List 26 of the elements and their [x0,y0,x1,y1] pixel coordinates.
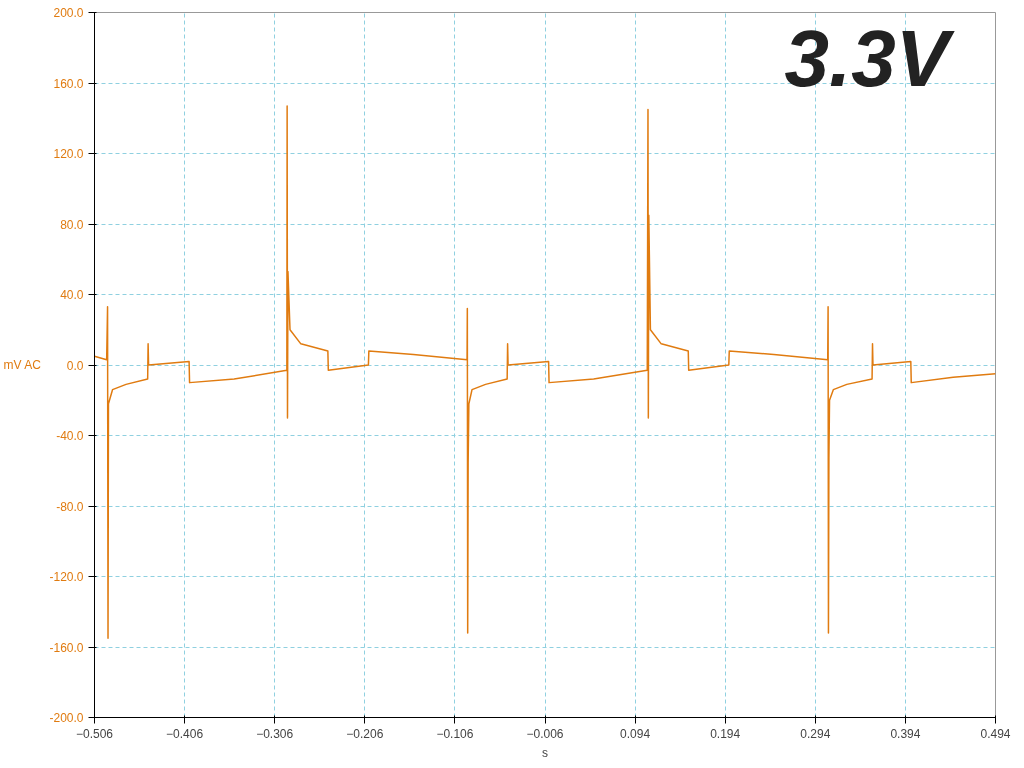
x-tick-label: 0.494 [980,726,1011,741]
y-tick-label: -160.0 [49,640,84,655]
y-tick-label: 120.0 [53,147,84,161]
y-tick-label: 200.0 [53,6,84,20]
y-tick-label: 0.0 [66,358,84,373]
y-tick-label: -200.0 [49,711,84,725]
x-tick-label: 0.294 [800,726,831,741]
x-tick-label: −0.306 [256,726,294,741]
x-tick-label: 0.194 [710,726,741,741]
y-tick-label: -40.0 [56,429,84,443]
x-tick-label: 0.394 [890,726,921,741]
x-tick-label: −0.506 [75,726,114,741]
x-tick-label: −0.206 [346,726,384,741]
y-tick-label: -120.0 [49,570,84,584]
y-axis-title: mV AC [3,358,42,372]
x-tick-label: 0.094 [620,726,651,741]
y-tick-label: -80.0 [56,499,84,514]
x-tick-label: −0.106 [436,726,474,741]
x-tick-label: −0.006 [526,726,564,741]
y-tick-label: 80.0 [60,217,84,232]
x-tick-label: −0.406 [166,726,204,741]
y-tick-label: 160.0 [53,76,84,91]
annotation: 3.3V [784,13,955,103]
line-series [94,105,996,639]
x-axis-title: s [542,745,548,760]
y-tick-label: 40.0 [60,288,84,302]
